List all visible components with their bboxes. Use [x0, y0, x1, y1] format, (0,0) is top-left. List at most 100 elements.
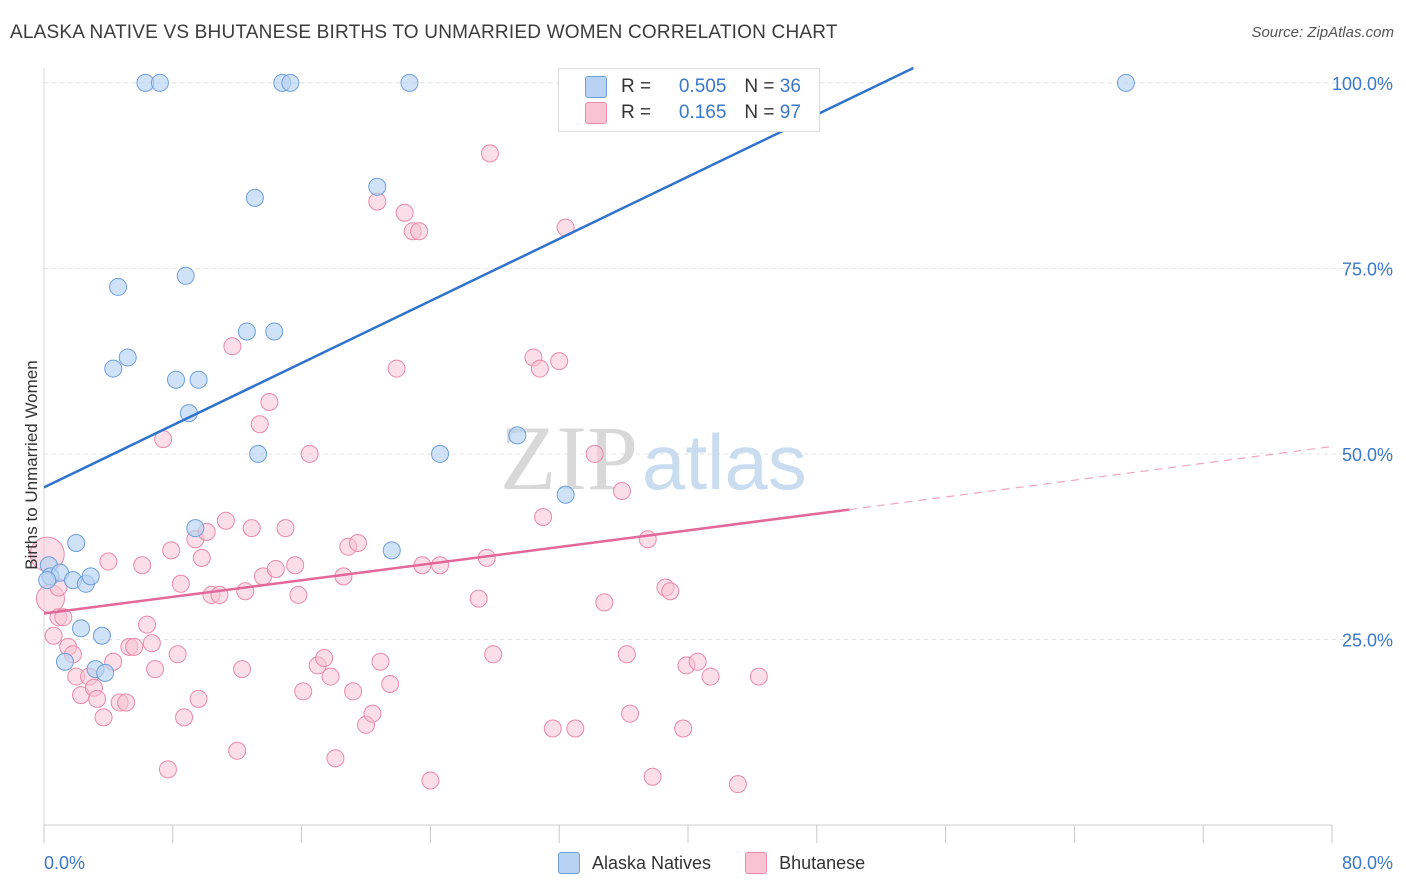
- bhutanese-point: [142, 634, 161, 653]
- bhutanese-point: [315, 649, 334, 668]
- legend-n-label: N =: [744, 76, 775, 97]
- bhutanese-point: [595, 593, 614, 612]
- chart-title: ALASKA NATIVE VS BHUTANESE BIRTHS TO UNM…: [10, 22, 838, 43]
- tick-labels: 25.0% 50.0% 75.0% 100.0% 0.0% 80.0%: [44, 74, 1393, 873]
- bhutanese-point: [321, 667, 340, 686]
- bhutanese-point: [484, 645, 503, 664]
- alaska-natives-point: [556, 485, 575, 504]
- legend-r-label: R =: [621, 102, 652, 123]
- alaska-natives-point: [150, 73, 169, 92]
- bhutanese-point: [189, 689, 208, 708]
- bhutanese-point: [480, 144, 499, 163]
- bhutanese-point: [260, 392, 279, 411]
- bhutanese-point: [54, 608, 73, 627]
- legend-label: Bhutanese: [779, 852, 866, 873]
- bhutanese-point: [266, 559, 285, 578]
- bhutanese-point: [617, 645, 636, 664]
- bhutanese-point: [233, 660, 252, 679]
- bhutanese-trend-line: [43, 508, 850, 615]
- bhutanese-point: [171, 574, 190, 593]
- alaska-natives-points: [38, 73, 1135, 682]
- watermark: ZIP atlas: [500, 407, 807, 509]
- alaska-natives-point: [176, 266, 195, 285]
- alaska-natives-point: [189, 370, 208, 389]
- legend-row-bhutanese: R = 0.165 N = 97: [585, 101, 801, 125]
- bhutanese-point: [371, 652, 390, 671]
- legend-r-value: 0.165: [678, 102, 727, 123]
- x-tick-label-min: 0.0%: [44, 853, 85, 873]
- bhutanese-point: [643, 767, 662, 786]
- bhutanese-point: [125, 637, 144, 656]
- bhutanese-point: [621, 704, 640, 723]
- bhutanese-point: [175, 708, 194, 727]
- alaska-natives-point: [245, 188, 264, 207]
- alaska-natives-point: [382, 541, 401, 560]
- bhutanese-point: [276, 519, 295, 538]
- y-tick-label: 75.0%: [1342, 259, 1393, 279]
- bhutanese-point: [88, 689, 107, 708]
- alaska-natives-point: [104, 359, 123, 378]
- bhutanese-point: [421, 771, 440, 790]
- bhutanese-point: [133, 556, 152, 575]
- bhutanese-point: [469, 589, 488, 608]
- bhutanese-point: [661, 582, 680, 601]
- bhutanese-point: [94, 708, 113, 727]
- bhutanese-point: [585, 444, 604, 463]
- bhutanese-point: [250, 415, 269, 434]
- bhutanese-point: [192, 548, 211, 567]
- alaska-natives-point: [109, 277, 128, 296]
- legend-r-label: R =: [621, 76, 652, 97]
- legend-item-bhutanese[interactable]: Bhutanese: [745, 852, 865, 874]
- y-axis-label: Births to Unmarried Women: [22, 360, 41, 570]
- bhutanese-point: [612, 482, 631, 501]
- bhutanese-point: [236, 582, 255, 601]
- correlation-legend: R = 0.505 N = 36 R = 0.165 N = 97: [558, 68, 820, 132]
- alaska-natives-point: [281, 73, 300, 92]
- alaska-natives-point: [167, 370, 186, 389]
- alaska-natives-point: [186, 519, 205, 538]
- bhutanese-point: [701, 667, 720, 686]
- bhutanese-point: [216, 511, 235, 530]
- bhutanese-point: [326, 749, 345, 768]
- bhutanese-point: [363, 704, 382, 723]
- legend-row-alaska-natives: R = 0.505 N = 36: [585, 75, 801, 99]
- alaska-natives-point: [368, 177, 387, 196]
- x-tick-label-max: 80.0%: [1342, 853, 1393, 873]
- bhutanese-point: [289, 585, 308, 604]
- alaska-natives-point: [81, 567, 100, 586]
- bhutanese-point: [117, 693, 136, 712]
- bhutanese-point: [242, 519, 261, 538]
- bhutanese-point: [381, 674, 400, 693]
- bhutanese-point: [550, 352, 569, 371]
- alaska-natives-point: [508, 426, 527, 445]
- alaska-natives-trend-line: [43, 66, 914, 489]
- bhutanese-point: [530, 359, 549, 378]
- bhutanese-point: [566, 719, 585, 738]
- y-tick-label: 100.0%: [1332, 74, 1393, 94]
- bhutanese-point: [158, 760, 177, 779]
- alaska-natives-point: [237, 322, 256, 341]
- bhutanese-point: [728, 775, 747, 794]
- legend-item-alaska-natives[interactable]: Alaska Natives: [558, 852, 711, 874]
- pink-swatch: [745, 852, 768, 874]
- bhutanese-point: [410, 222, 429, 241]
- bhutanese-point: [387, 359, 406, 378]
- pink-swatch: [585, 102, 607, 124]
- alaska-natives-point: [55, 652, 74, 671]
- bhutanese-point: [146, 660, 165, 679]
- alaska-natives-point: [92, 626, 111, 645]
- watermark-atlas: atlas: [642, 418, 807, 506]
- source-label: Source: ZipAtlas.com: [1251, 24, 1394, 41]
- bhutanese-trend-extension: [848, 445, 1333, 511]
- legend-n-label: N =: [744, 102, 775, 123]
- trend-lines: [43, 66, 1333, 615]
- blue-swatch: [558, 852, 580, 874]
- bhutanese-point: [688, 652, 707, 671]
- bhutanese-point: [749, 667, 768, 686]
- bhutanese-point: [223, 337, 242, 356]
- bhutanese-point: [348, 533, 367, 552]
- axes: [43, 68, 1333, 843]
- blue-swatch: [585, 76, 607, 98]
- alaska-natives-point: [67, 533, 86, 552]
